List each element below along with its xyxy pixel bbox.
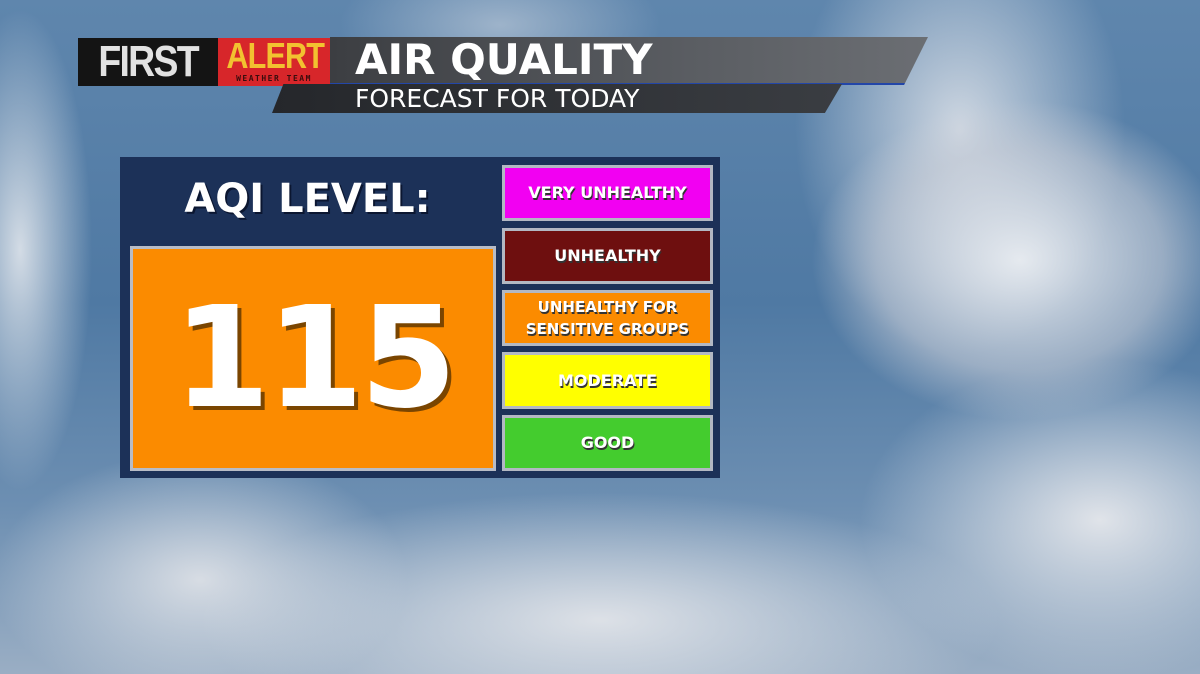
page-subtitle: FORECAST FOR TODAY [355, 84, 640, 113]
logo-team-text: WEATHER TEAM [236, 74, 312, 83]
aqi-label: AQI LEVEL: [184, 176, 431, 222]
logo-first: FIRST [78, 37, 219, 86]
logo-alert: ALERT WEATHER TEAM [218, 38, 330, 86]
aqi-value: 115 [172, 277, 457, 440]
category-unhealthy: UNHEALTHY [502, 228, 713, 284]
page-title: AIR QUALITY [355, 35, 653, 84]
aqi-value-box: 115 [130, 246, 496, 471]
category-very-unhealthy: VERY UNHEALTHY [502, 165, 713, 221]
subtitle-bar [272, 84, 842, 113]
category-moderate: MODERATE [502, 352, 713, 409]
category-good: GOOD [502, 415, 713, 471]
logo-alert-text: ALERT [226, 35, 325, 76]
category-unhealthy-sensitive: UNHEALTHY FOR SENSITIVE GROUPS [502, 290, 713, 346]
